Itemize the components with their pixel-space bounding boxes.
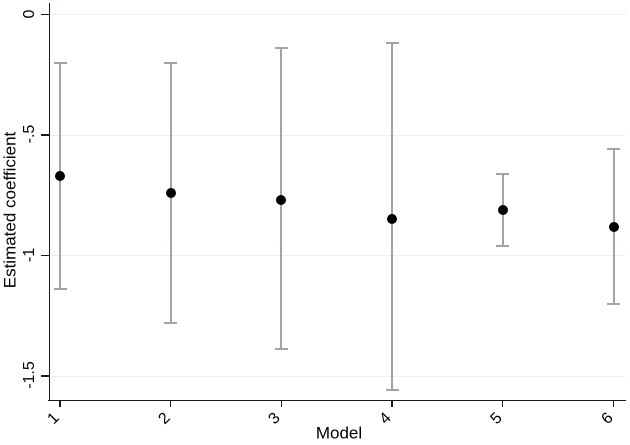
x-tick-label: 4	[376, 409, 395, 428]
x-axis-title: Model	[315, 423, 363, 443]
gridline	[50, 14, 626, 15]
ci-cap-top	[164, 61, 178, 64]
y-tick-label: -.5	[21, 124, 38, 144]
point-estimate-dot	[55, 170, 65, 181]
point-estimate-dot	[497, 204, 508, 215]
point-estimate-dot	[387, 214, 398, 225]
x-tick-label: 6	[597, 409, 617, 428]
y-tick-label: -1.5	[21, 361, 38, 389]
point-estimate-dot	[276, 195, 287, 206]
point-estimate-dot	[165, 187, 176, 198]
x-tick	[612, 401, 615, 407]
x-tick	[391, 401, 393, 407]
y-tick	[41, 375, 49, 377]
x-tick	[170, 401, 172, 407]
gridline	[50, 375, 626, 377]
x-tick	[280, 401, 283, 407]
gridline	[50, 255, 626, 256]
x-tick-label: 1	[44, 409, 63, 428]
gridline	[50, 134, 626, 136]
ci-cap-top	[385, 42, 399, 45]
y-tick	[41, 254, 49, 257]
y-tick	[41, 134, 49, 136]
ci-cap-top	[607, 148, 620, 151]
x-tick	[502, 401, 504, 407]
ci-cap-bottom	[274, 348, 288, 351]
x-axis-line	[48, 400, 626, 402]
y-axis-title: Estimated coefficient	[0, 131, 20, 289]
x-tick	[59, 401, 61, 407]
y-tick-label: 0	[21, 9, 38, 18]
ci-cap-bottom	[496, 244, 510, 247]
y-tick	[41, 13, 49, 16]
ci-cap-bottom	[607, 302, 620, 305]
ci-cap-bottom	[385, 389, 399, 392]
ci-cap-top	[53, 61, 67, 64]
x-tick-label: 2	[155, 409, 174, 428]
ci-cap-bottom	[164, 321, 178, 324]
point-estimate-dot	[608, 221, 619, 232]
ci-cap-top	[274, 47, 288, 50]
x-tick-label: 3	[265, 409, 285, 428]
ci-cap-top	[496, 172, 510, 175]
ci-cap-bottom	[53, 288, 67, 291]
x-tick-label: 5	[487, 409, 506, 428]
y-axis-line	[49, 3, 51, 401]
y-tick-label: -1	[21, 247, 38, 262]
